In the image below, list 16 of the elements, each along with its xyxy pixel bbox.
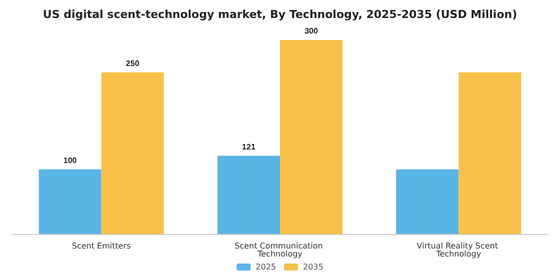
x-tick-label: Virtual Reality Scent Technology	[416, 242, 501, 258]
data-label: 250	[126, 58, 140, 68]
x-tick-label: Scent Emitters	[72, 242, 131, 250]
data-label: 121	[242, 142, 256, 152]
bar	[38, 169, 102, 234]
bar	[396, 169, 459, 234]
bar	[101, 72, 164, 234]
bar	[217, 156, 280, 234]
legend-label: 2035	[303, 262, 324, 272]
data-label: 100	[63, 156, 78, 165]
bar	[458, 72, 522, 234]
legend-label: 2025	[256, 262, 276, 272]
x-tick-label: Scent Communication Technology	[234, 242, 326, 258]
chart-title: US digital scent-technology market, By Technology, 2025-2035 (USD Million)	[42, 8, 518, 21]
bar	[280, 40, 343, 234]
data-label: 300	[304, 26, 318, 36]
